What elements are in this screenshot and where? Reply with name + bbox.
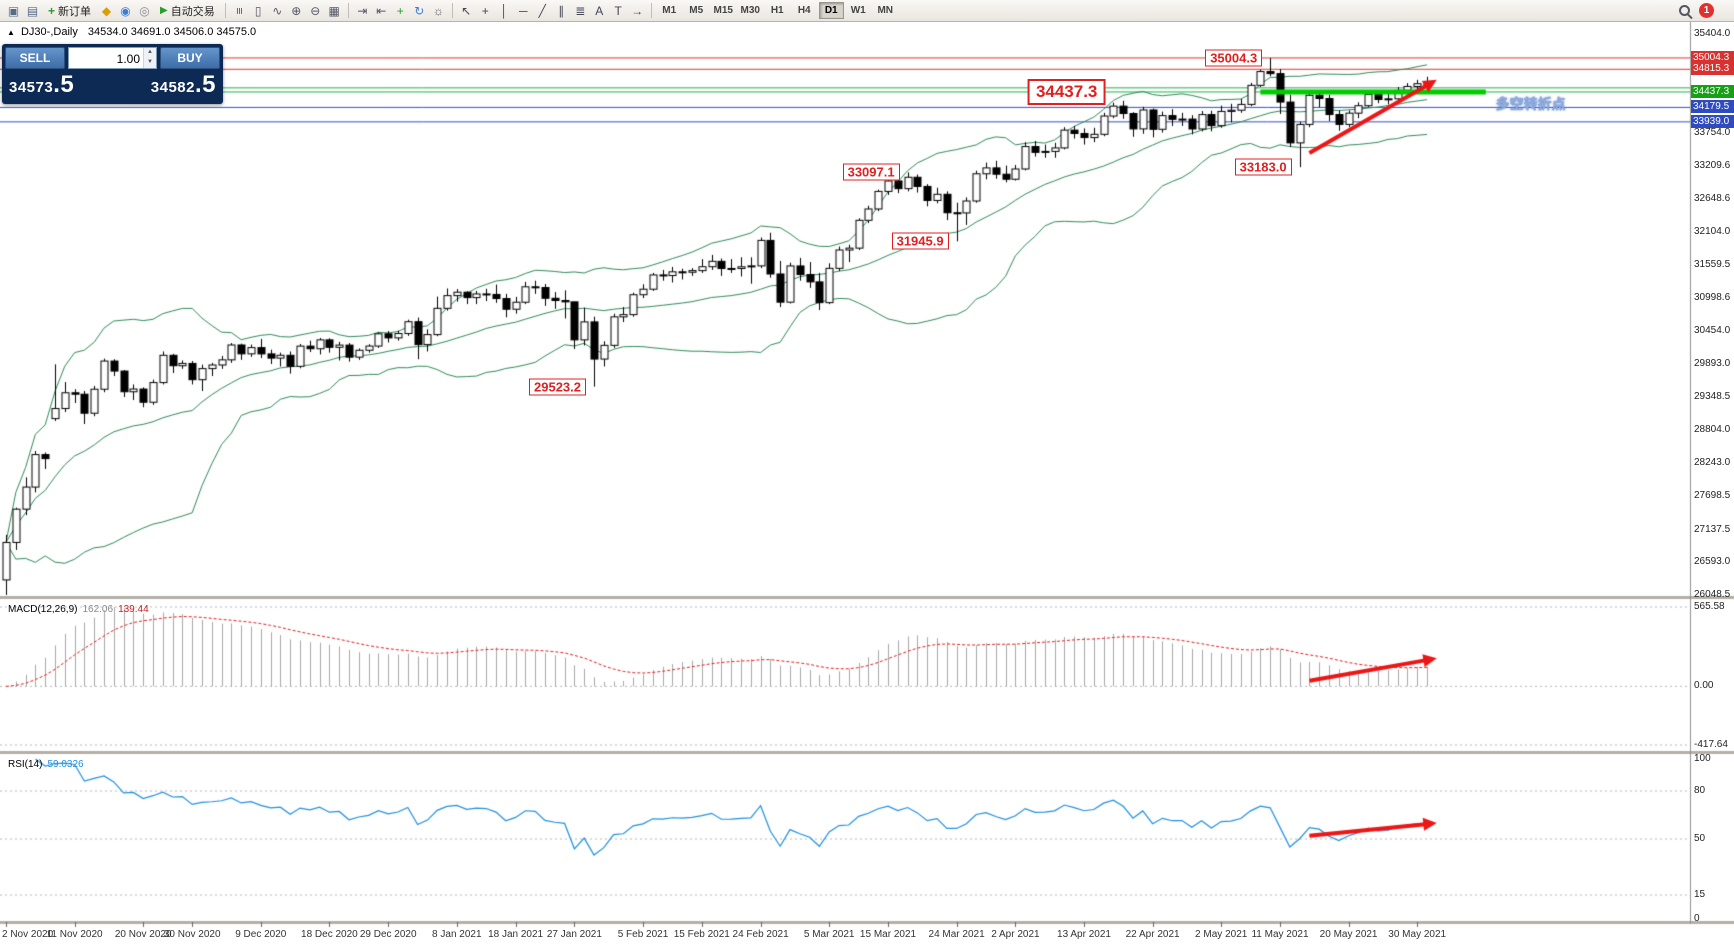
volume-value[interactable]: 1.00 [116,52,140,66]
new-chart-icon[interactable]: + [396,3,404,18]
timeframe-d1[interactable]: D1 [818,2,844,19]
new-chart-window-icon[interactable]: ▣ [7,3,20,18]
macd-signal-value: 139.44 [118,604,149,615]
timeframe-m5[interactable]: M5 [689,5,704,16]
rsi-indicator-label: RSI(14) 59.0326 [8,759,84,770]
buy-price-pips: .5 [194,71,216,98]
buy-price[interactable]: 34582.5 [151,71,216,99]
timeframe-m1[interactable]: M1 [662,5,677,16]
collapse-marker-icon: ▲ [7,28,15,37]
zoom-in-icon[interactable]: ⊕ [291,3,302,18]
channel-icon[interactable]: ∥ [558,3,565,18]
rsi-name: RSI(14) [8,759,43,770]
toolbar-separator [451,3,453,18]
toolbar-window-group: ▣ ▤ [4,2,42,20]
timeframe-m15[interactable]: M15 [713,5,733,16]
timeframe-h4[interactable]: H4 [797,5,811,16]
timeframe-group: M1 M5 M15 M30 H1 H4 D1 W1 MN [656,2,899,19]
autotrading-label: 自动交易 [170,5,215,18]
buy-price-main: 34582 [150,79,195,96]
trendline-icon[interactable]: ╱ [538,3,546,18]
chart-settings-icon[interactable]: ☼ [432,3,444,18]
one-click-trading-panel: SELL 1.00 ▲ ▼ BUY 34573.5 34582.5 [2,44,223,104]
tile-windows-icon[interactable]: ▦ [328,3,340,18]
macd-indicator-label: MACD(12,26,9) 162.06 139.44 [8,604,149,615]
toolbar-drawtools-group: ↖ + │ ─ ╱ ∥ ≣ A T → [457,2,647,20]
chart-shift-icon[interactable]: ⇤ [376,3,387,18]
cursor-icon[interactable]: ↖ [461,3,472,18]
toolbar-separator [347,3,349,18]
sell-price[interactable]: 34573.5 [9,71,74,99]
auto-scroll-icon[interactable]: ⇥ [357,3,368,18]
line-chart-icon[interactable]: ∿ [272,3,283,18]
timeframe-h1[interactable]: H1 [770,5,784,16]
sell-price-main: 34573 [9,79,54,96]
chart-symbol-info: ▲ DJ30-,Daily 34534.0 34691.0 34506.0 34… [7,26,256,38]
bar-chart-icon[interactable]: ≡ [232,6,247,14]
fibonacci-icon[interactable]: ≣ [575,3,586,18]
macd-value: 162.06 [82,604,114,615]
profiles-icon[interactable]: ▤ [26,3,39,18]
text-icon[interactable]: A [595,3,604,18]
rsi-value: 59.0326 [47,759,84,770]
timeframe-mn[interactable]: MN [877,5,893,16]
autotrading-button[interactable]: ▶ 自动交易 [154,2,221,20]
arrow-tool-icon[interactable]: → [631,3,644,18]
new-order-icon: + [48,3,56,18]
toolbar-charttype-group: ≡ ▯ ∿ ⊕ ⊖ ▦ [230,2,344,20]
volume-up-icon[interactable]: ▲ [144,48,156,58]
notification-badge[interactable]: 1 [1699,3,1714,18]
toolbar-market-group: ◆ ◉ ◎ [97,2,154,20]
mql5-market-icon[interactable]: ◆ [101,3,112,18]
zoom-out-icon[interactable]: ⊖ [310,3,321,18]
community-icon[interactable]: ◉ [120,3,131,18]
volume-input[interactable]: 1.00 ▲ ▼ [68,47,157,69]
news-icon[interactable]: ◎ [139,3,150,18]
chart-ohlc-values: 34534.0 34691.0 34506.0 34575.0 [87,26,257,38]
timeframe-w1[interactable]: W1 [850,5,866,16]
sell-button[interactable]: SELL [5,47,65,69]
timeframe-m30[interactable]: M30 [740,5,760,16]
toolbar-right-group: 1 [1679,3,1714,18]
chart-title: DJ30-,Daily [20,26,78,38]
toolbar-chartctl-group: ⇥ ⇤ + ↻ ☼ [353,2,448,20]
macd-name: MACD(12,26,9) [8,604,78,615]
candlestick-chart-icon[interactable]: ▯ [254,3,262,18]
label-icon[interactable]: T [614,3,622,18]
vertical-line-icon[interactable]: │ [500,3,508,18]
autotrading-play-icon: ▶ [160,5,168,16]
volume-stepper[interactable]: ▲ ▼ [143,48,156,68]
horizontal-line-icon[interactable]: ─ [518,3,528,18]
toolbar: ▣ ▤ + 新订单 ◆ ◉ ◎ ▶ 自动交易 ≡ ▯ ∿ ⊕ ⊖ ▦ ⇥ ⇤ + ↻ ☼ ↖ + │ ─ ╱ ∥ ≣… [0,0,1734,22]
search-icon[interactable] [1679,5,1690,16]
volume-down-icon[interactable]: ▼ [144,58,156,68]
sell-price-pips: .5 [53,71,75,98]
chinese-annotation: 多空转折点 [1495,95,1566,112]
buy-button[interactable]: BUY [160,47,220,69]
crosshair-icon[interactable]: + [481,3,489,18]
toolbar-separator [224,3,226,18]
new-order-button[interactable]: + 新订单 [42,2,97,20]
toolbar-separator [650,3,652,18]
refresh-icon[interactable]: ↻ [414,3,425,18]
new-order-label: 新订单 [58,5,92,18]
